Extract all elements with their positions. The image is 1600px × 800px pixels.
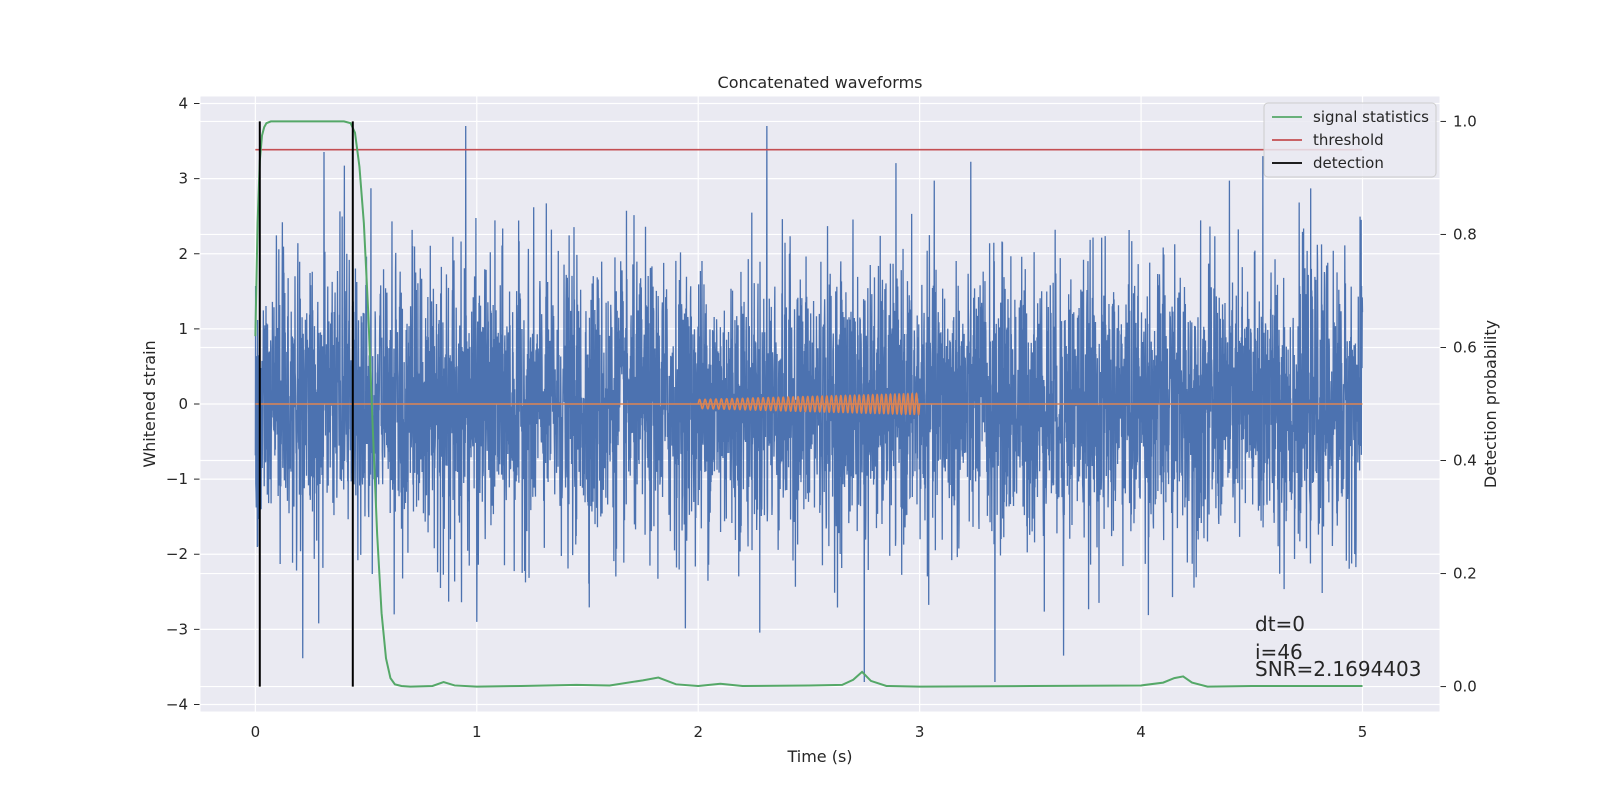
legend-box	[1263, 102, 1437, 178]
y-axis-label: Whitened strain	[140, 340, 159, 467]
y-right-tick-label: 0.0	[1453, 678, 1477, 696]
annotation-i: i=46	[1255, 640, 1303, 664]
x-tick-label: 2	[693, 723, 703, 741]
y-tick-label: −3	[166, 620, 188, 638]
y-tick-label: 3	[178, 170, 188, 188]
signal-statistics-line	[254, 120, 1363, 688]
y-right-tick-label: 0.8	[1453, 225, 1477, 243]
detection-lines	[258, 121, 354, 687]
x-tick-label: 1	[472, 723, 482, 741]
whitened-strain-line	[254, 126, 1364, 682]
x-tick-label: 0	[251, 723, 261, 741]
annotation-snr: SNR=2.1694403	[1255, 657, 1421, 681]
y-tick-label: −1	[166, 470, 188, 488]
axes-frame	[199, 95, 1441, 713]
y-axis-label-right: Detection probability	[1481, 320, 1500, 488]
y-tick-label: 0	[178, 395, 188, 413]
y-right-tick-label: 0.4	[1453, 452, 1477, 470]
x-tick-label: 5	[1358, 723, 1368, 741]
y-tick-label: 1	[178, 320, 188, 338]
legend-label-detection: detection	[1313, 154, 1384, 172]
legend: signal statistics threshold detection	[1263, 102, 1437, 178]
x-tick-label: 4	[1136, 723, 1146, 741]
chart-title: Concatenated waveforms	[718, 73, 923, 92]
tick-labels: 0 1 2 3 4 5 −4 −3 −2 −1 0 1 2 3 4 0.0 0.2 0.4 0.6 0.8 1.0	[166, 95, 1477, 741]
y-tick-label: 2	[178, 245, 188, 263]
y-tick-label: −4	[166, 695, 188, 713]
y-tick-label: 4	[178, 95, 188, 113]
y-right-tick-label: 1.0	[1453, 112, 1477, 130]
x-tick-label: 3	[915, 723, 925, 741]
y-right-tick-label: 0.2	[1453, 565, 1477, 583]
legend-label-signal-statistics: signal statistics	[1313, 108, 1429, 126]
annotation-dt: dt=0	[1255, 612, 1305, 636]
series-layer	[254, 120, 1364, 688]
y-right-tick-label: 0.6	[1453, 338, 1477, 356]
legend-label-threshold: threshold	[1313, 131, 1384, 149]
x-axis-label: Time (s)	[786, 747, 852, 766]
y-tick-label: −2	[166, 545, 188, 563]
